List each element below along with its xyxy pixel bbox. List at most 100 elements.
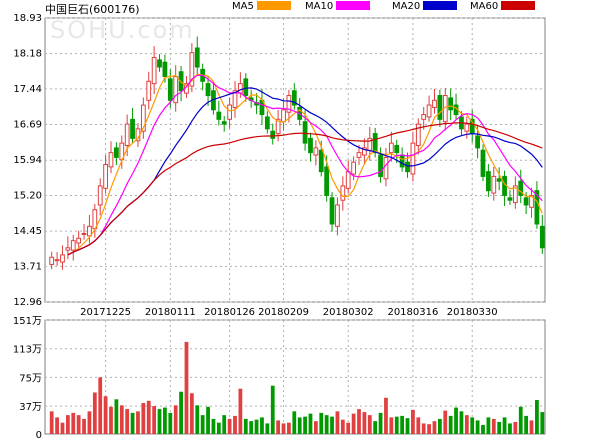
volume-bar [125, 409, 130, 434]
volume-bar [98, 377, 103, 434]
candle-body [486, 171, 491, 192]
candle-body [124, 123, 130, 146]
candle-body [356, 152, 362, 158]
candle-body [335, 204, 340, 227]
candle-body [151, 56, 157, 85]
date-tick-label: 20180316 [387, 307, 438, 318]
legend-label: MA10 [305, 1, 334, 12]
legend-label: MA60 [470, 1, 499, 12]
legend-swatch [256, 1, 291, 10]
volume-bar [497, 421, 502, 434]
candle-body [264, 116, 270, 130]
volume-bar [233, 415, 237, 434]
candle-body [130, 118, 135, 139]
candle-body [529, 194, 534, 208]
candle-body [286, 95, 292, 113]
volume-bar [184, 341, 189, 434]
volume-bar [260, 417, 264, 434]
date-tick-label: 20180209 [258, 307, 309, 318]
volume-bar [513, 421, 518, 434]
volume-bar [157, 409, 162, 434]
candle-body [270, 130, 276, 139]
volume-bar [475, 420, 480, 434]
candle-body [81, 232, 87, 235]
volume-bar [211, 418, 216, 434]
candle-body [318, 149, 324, 173]
legend-swatch [501, 1, 536, 10]
candle-body [496, 178, 502, 182]
candle-body [70, 240, 76, 251]
legend-swatch [423, 1, 458, 10]
volume-bar [200, 415, 205, 434]
volume-bar [49, 411, 54, 434]
price-tick-label: 12.96 [13, 297, 42, 308]
volume-bar [437, 418, 442, 434]
volume-bar [276, 420, 281, 434]
volume-bar [340, 419, 345, 434]
volume-bar [411, 409, 415, 434]
volume-bar [443, 410, 448, 434]
legend-ma20: MA20 [392, 1, 458, 12]
candle-body [162, 61, 168, 78]
date-tick-label: 20180126 [204, 307, 255, 318]
candle-body [167, 78, 173, 101]
volume-bar [243, 418, 248, 434]
candle-body [324, 166, 330, 196]
candle-body [523, 197, 529, 206]
volume-bar [491, 418, 496, 434]
volume-bar [119, 405, 124, 434]
volume-bar [71, 412, 76, 434]
volume-bar [308, 413, 313, 434]
volume-bar [535, 400, 539, 434]
volume-bar [55, 417, 59, 434]
candle-body [194, 47, 200, 68]
date-tick-label: 20171225 [80, 307, 131, 318]
candle-body [507, 197, 513, 201]
legend-ma60: MA60 [470, 1, 536, 12]
volume-bar [238, 388, 243, 434]
price-tick-label: 13.71 [13, 261, 42, 272]
candle-body [243, 78, 249, 97]
candle-body [421, 114, 427, 120]
candle-body [140, 104, 146, 132]
volume-bar [459, 411, 464, 434]
volume-bar [254, 419, 259, 434]
candle-body [146, 80, 152, 101]
candle-body [378, 154, 383, 177]
candle-body [518, 180, 524, 196]
candle-body [189, 52, 195, 87]
watermark: SOHU.com [50, 16, 195, 44]
candle-body [415, 123, 421, 146]
volume-bar [152, 406, 157, 434]
candle-body [345, 171, 351, 189]
volume-bar [287, 422, 291, 434]
ma60-line [67, 122, 543, 256]
volume-bar [168, 412, 173, 434]
candle-body [227, 104, 232, 120]
volume-bar [508, 423, 512, 434]
volume-bar [60, 422, 65, 434]
volume-bar [427, 424, 431, 434]
candle-body [464, 123, 470, 132]
volume-bar [281, 423, 286, 434]
candle-body [60, 254, 65, 263]
legend-swatch [336, 1, 371, 10]
volume-bar [362, 412, 367, 434]
volume-bar [179, 391, 183, 434]
candle-body [205, 83, 211, 97]
volume-bar [76, 415, 81, 434]
volume-bar [109, 406, 113, 434]
candle-body [302, 121, 308, 144]
volume-bar [518, 406, 523, 434]
volume-bar [87, 411, 92, 434]
candle-body [114, 147, 119, 158]
price-tick-label: 15.94 [13, 155, 42, 166]
candle-body [539, 225, 545, 249]
volume-bar [222, 415, 227, 434]
candle-body [329, 197, 335, 225]
volume-bar [481, 424, 485, 434]
stock-title: 中国巨石(600176) [45, 3, 140, 16]
volume-bar [65, 415, 70, 434]
volume-bar [524, 415, 529, 434]
